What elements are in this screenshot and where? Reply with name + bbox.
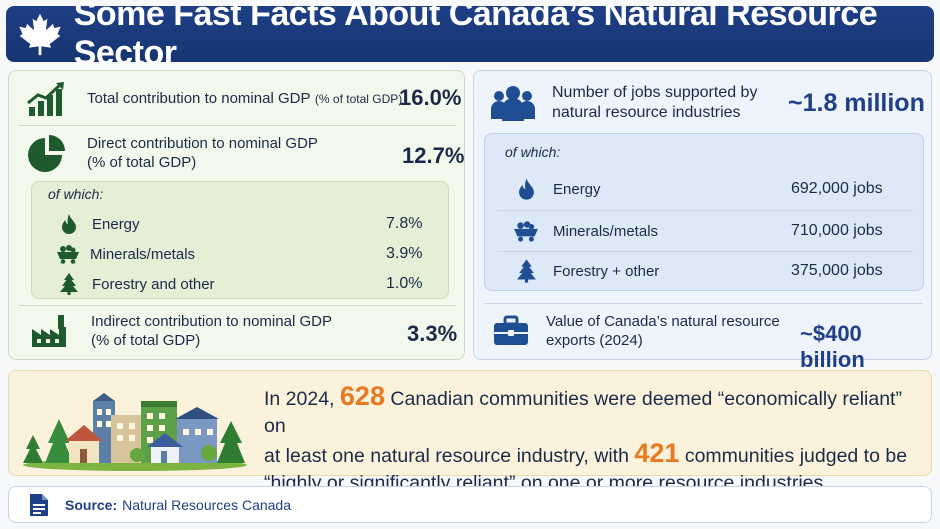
source-label: Source: (65, 496, 118, 513)
exports-label-2: exports (2024) (546, 332, 643, 349)
source-text: Natural Resources Canada (122, 496, 291, 513)
communities-panel: In 2024, 628 Canadian communities were d… (8, 370, 932, 494)
maple-leaf-icon (6, 6, 74, 62)
total-gdp-unit: (% of total GDP) (314, 92, 403, 106)
divider (497, 251, 913, 252)
direct-gdp-label: Direct contribution to nominal GDP (87, 135, 318, 152)
breakdown-value: 710,000 jobs (791, 222, 883, 239)
breakdown-value: 692,000 jobs (791, 180, 883, 197)
of-which-label: of which: (505, 144, 561, 160)
jobs-panel: Number of jobs supported by natural reso… (473, 70, 932, 372)
exports-value: ~$400 billion (800, 321, 865, 372)
list-item: Energy 7.8% (32, 212, 448, 236)
page-title: Some Fast Facts About Canada’s Natural R… (73, 0, 878, 72)
jobs-label: Number of jobs supported by (552, 84, 758, 101)
list-item: Forestry and other 1.0% (32, 272, 448, 296)
indirect-gdp-unit: (% of total GDP) (91, 332, 201, 349)
communities-text-part: In 2024, (264, 388, 335, 410)
of-which-label: of which: (48, 186, 104, 202)
flame-icon (58, 214, 80, 234)
jobs-row: Number of jobs supported by natural reso… (490, 81, 757, 125)
town-illustration-icon (19, 379, 251, 476)
reliant-count: 628 (339, 381, 385, 411)
jobs-label-2: natural resource industries (552, 104, 741, 121)
list-item: Minerals/metals 3.9% (32, 242, 448, 266)
direct-gdp-value: 12.7% (402, 143, 465, 168)
breakdown-label: Forestry + other (553, 262, 660, 280)
total-gdp-label: Total contribution to nominal GDP (87, 90, 311, 107)
growth-chart-icon (25, 81, 69, 117)
total-gdp-value: 16.0% (399, 85, 462, 110)
indirect-gdp-value: 3.3% (407, 321, 458, 346)
communities-text: In 2024, 628 Canadian communities were d… (264, 383, 914, 497)
breakdown-label: Forestry and other (92, 275, 215, 293)
gdp-breakdown-box: of which: Energy 7.8% Minerals/metals 3.… (31, 181, 449, 299)
exports-label: Value of Canada’s natural resource (546, 313, 780, 330)
list-item: Energy 692,000 jobs (485, 172, 923, 206)
gdp-panel: Total contribution to nominal GDP (% of … (8, 70, 465, 360)
breakdown-label: Energy (553, 180, 601, 198)
breakdown-value: 3.9% (386, 245, 423, 262)
total-gdp-row: Total contribution to nominal GDP (% of … (25, 79, 402, 119)
briefcase-icon (492, 315, 530, 347)
indirect-gdp-row: Indirect contribution to nominal GDP (% … (29, 311, 332, 351)
tree-icon (515, 259, 537, 283)
factory-icon (29, 315, 69, 347)
mine-cart-icon (54, 244, 82, 264)
breakdown-value: 375,000 jobs (791, 262, 883, 279)
document-icon (27, 493, 51, 517)
divider (497, 210, 913, 211)
divider (19, 305, 456, 306)
tree-icon (58, 273, 80, 295)
source-bar: Source: Natural Resources Canada (8, 486, 932, 523)
direct-gdp-row: Direct contribution to nominal GDP (% of… (27, 133, 318, 173)
flame-icon (515, 178, 537, 200)
communities-text-part: communities judged to be (684, 445, 908, 467)
breakdown-label: Minerals/metals (90, 245, 196, 263)
highly-reliant-count: 421 (634, 438, 680, 468)
people-icon (490, 85, 536, 121)
jobs-value: ~1.8 million (788, 89, 925, 117)
jobs-breakdown-box: of which: Energy 692,000 jobs Minerals/m… (484, 133, 924, 291)
mine-cart-icon (511, 220, 541, 242)
direct-gdp-unit: (% of total GDP) (87, 154, 197, 171)
exports-row: Value of Canada’s natural resource expor… (492, 311, 780, 351)
communities-text-part: Canadian communities were deemed “econom… (264, 388, 902, 437)
divider (19, 125, 456, 126)
pie-chart-icon (27, 134, 67, 172)
indirect-gdp-label: Indirect contribution to nominal GDP (91, 313, 332, 330)
communities-text-part: at least one natural resource industry, … (264, 445, 629, 467)
breakdown-label: Minerals/metals (553, 222, 659, 240)
list-item: Forestry + other 375,000 jobs (485, 254, 923, 288)
breakdown-label: Energy (92, 215, 140, 233)
header-banner: Some Fast Facts About Canada’s Natural R… (6, 0, 934, 72)
divider (484, 303, 923, 304)
breakdown-value: 7.8% (386, 215, 423, 232)
list-item: Minerals/metals 710,000 jobs (485, 214, 923, 248)
breakdown-value: 1.0% (386, 275, 423, 292)
